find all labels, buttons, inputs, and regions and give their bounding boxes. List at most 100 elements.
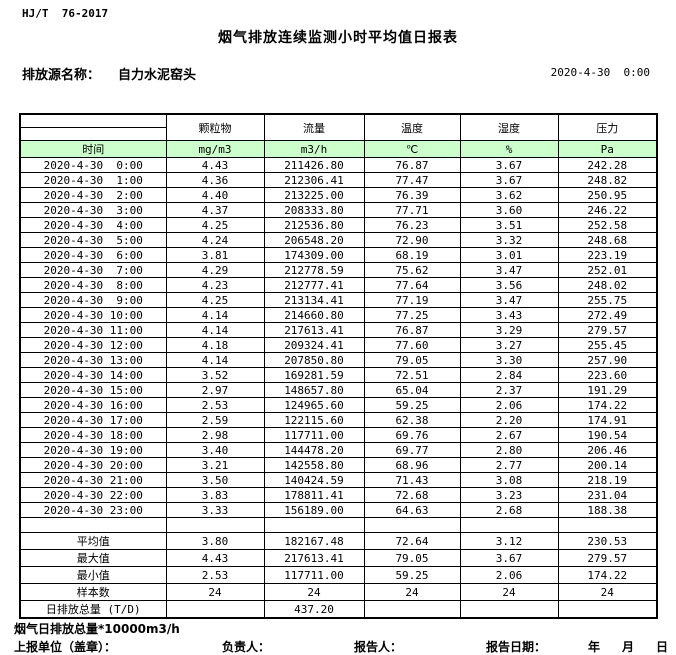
value-cell: 3.23 [459,487,559,503]
value-cell: 2.67 [459,427,559,443]
value-cell: 3.29 [459,322,559,338]
value-cell: 2.53 [165,397,265,413]
value-cell: 72.68 [363,487,461,503]
value-cell: 279.57 [557,549,658,567]
unit-cell-flow: m3/h [263,140,365,158]
value-cell: 242.28 [557,157,658,173]
table-row: 2020-4-30 4:00 4.25 212536.80 76.23 3.51 252.… [19,217,658,233]
summary-row: 日排放总量 (T/D) 437.20 [19,600,658,619]
value-cell: 178811.41 [263,487,365,503]
value-cell: 4.18 [165,337,265,353]
table-row: 2020-4-30 8:00 4.23 212777.41 77.64 3.56 248.… [19,277,658,293]
value-cell: 252.58 [557,217,658,233]
time-header-cell: 时间 [19,140,167,158]
time-cell: 2020-4-30 8:00 [19,277,167,293]
value-cell: 3.33 [165,502,265,518]
value-cell [557,517,658,533]
table-row: 2020-4-30 15:00 2.97 148657.80 65.04 2.37 191… [19,382,658,398]
value-cell: 72.51 [363,367,461,383]
value-cell: 2.53 [165,566,265,584]
value-cell: 209324.41 [263,337,365,353]
value-cell: 24 [263,583,365,601]
table-row: 2020-4-30 3:00 4.37 208333.80 77.71 3.60 246.… [19,202,658,218]
hourly-average-table: 颗粒物 流量 温度 湿度 压力 时间 mg/m3 m3/h ℃ % Pa 202… [19,113,658,619]
value-cell: 3.67 [459,172,559,188]
table-row: 2020-4-30 22:00 3.83 178811.41 72.68 3.23 231… [19,487,658,503]
summary-label-cell: 最小值 [19,566,167,584]
column-header-pressure: 压力 [557,113,658,141]
value-cell: 182167.48 [263,532,365,550]
value-cell: 59.25 [363,566,461,584]
value-cell: 3.47 [459,262,559,278]
value-cell: 24 [363,583,461,601]
table-row: 2020-4-30 6:00 3.81 174309.00 68.19 3.01 223.… [19,247,658,263]
value-cell: 212536.80 [263,217,365,233]
value-cell: 169281.59 [263,367,365,383]
table-row: 2020-4-30 0:00 4.43 211426.80 76.87 3.67 242.… [19,157,658,173]
value-cell: 174.91 [557,412,658,428]
value-cell: 65.04 [363,382,461,398]
value-cell: 3.08 [459,472,559,488]
value-cell: 3.27 [459,337,559,353]
value-cell: 3.60 [459,202,559,218]
value-cell: 71.43 [363,472,461,488]
value-cell: 4.40 [165,187,265,203]
value-cell: 3.21 [165,457,265,473]
value-cell [459,600,559,619]
value-cell: 77.25 [363,307,461,323]
value-cell: 4.37 [165,202,265,218]
value-cell: 217613.41 [263,322,365,338]
table-row: 2020-4-30 7:00 4.29 212778.59 75.62 3.47 252.… [19,262,658,278]
table-row: 2020-4-30 23:00 3.33 156189.00 64.63 2.68 188… [19,502,658,518]
value-cell: 213134.41 [263,292,365,308]
time-cell: 2020-4-30 16:00 [19,397,167,413]
value-cell: 3.12 [459,532,559,550]
value-cell: 2.06 [459,397,559,413]
summary-label-cell: 最大值 [19,549,167,567]
table-row: 2020-4-30 9:00 4.25 213134.41 77.19 3.47 255.… [19,292,658,308]
value-cell: 76.87 [363,157,461,173]
header-blank-top-cell [19,113,167,128]
value-cell: 437.20 [263,600,365,619]
time-cell: 2020-4-30 22:00 [19,487,167,503]
value-cell: 76.87 [363,322,461,338]
reporter-label: 报告人： [354,640,403,654]
value-cell: 3.30 [459,352,559,368]
value-cell: 212778.59 [263,262,365,278]
value-cell: 200.14 [557,457,658,473]
value-cell: 144478.20 [263,442,365,458]
value-cell: 248.02 [557,277,658,293]
value-cell: 2.77 [459,457,559,473]
value-cell: 3.40 [165,442,265,458]
summary-label-cell: 日排放总量 (T/D) [19,600,167,619]
table-row: 2020-4-30 14:00 3.52 169281.59 72.51 2.84 223… [19,367,658,383]
time-cell: 2020-4-30 19:00 [19,442,167,458]
empty-cell [19,517,167,533]
value-cell: 250.95 [557,187,658,203]
value-cell: 68.96 [363,457,461,473]
value-cell: 2.06 [459,566,559,584]
value-cell: 223.60 [557,367,658,383]
value-cell: 2.37 [459,382,559,398]
value-cell: 2.20 [459,412,559,428]
value-cell: 272.49 [557,307,658,323]
column-header-flow: 流量 [263,113,365,141]
value-cell: 212777.41 [263,277,365,293]
value-cell: 79.05 [363,352,461,368]
spacer-row [19,517,658,533]
value-cell: 188.38 [557,502,658,518]
report-unit-label: 上报单位（盖章）： [14,640,117,654]
value-cell: 2.68 [459,502,559,518]
value-cell: 211426.80 [263,157,365,173]
value-cell: 191.29 [557,382,658,398]
value-cell: 252.01 [557,262,658,278]
value-cell: 4.29 [165,262,265,278]
table-row: 2020-4-30 16:00 2.53 124965.60 59.25 2.06 174… [19,397,658,413]
time-cell: 2020-4-30 11:00 [19,322,167,338]
table-row: 2020-4-30 20:00 3.21 142558.80 68.96 2.77 200… [19,457,658,473]
time-cell: 2020-4-30 9:00 [19,292,167,308]
value-cell: 79.05 [363,549,461,567]
value-cell: 76.39 [363,187,461,203]
time-cell: 2020-4-30 5:00 [19,232,167,248]
value-cell: 77.60 [363,337,461,353]
